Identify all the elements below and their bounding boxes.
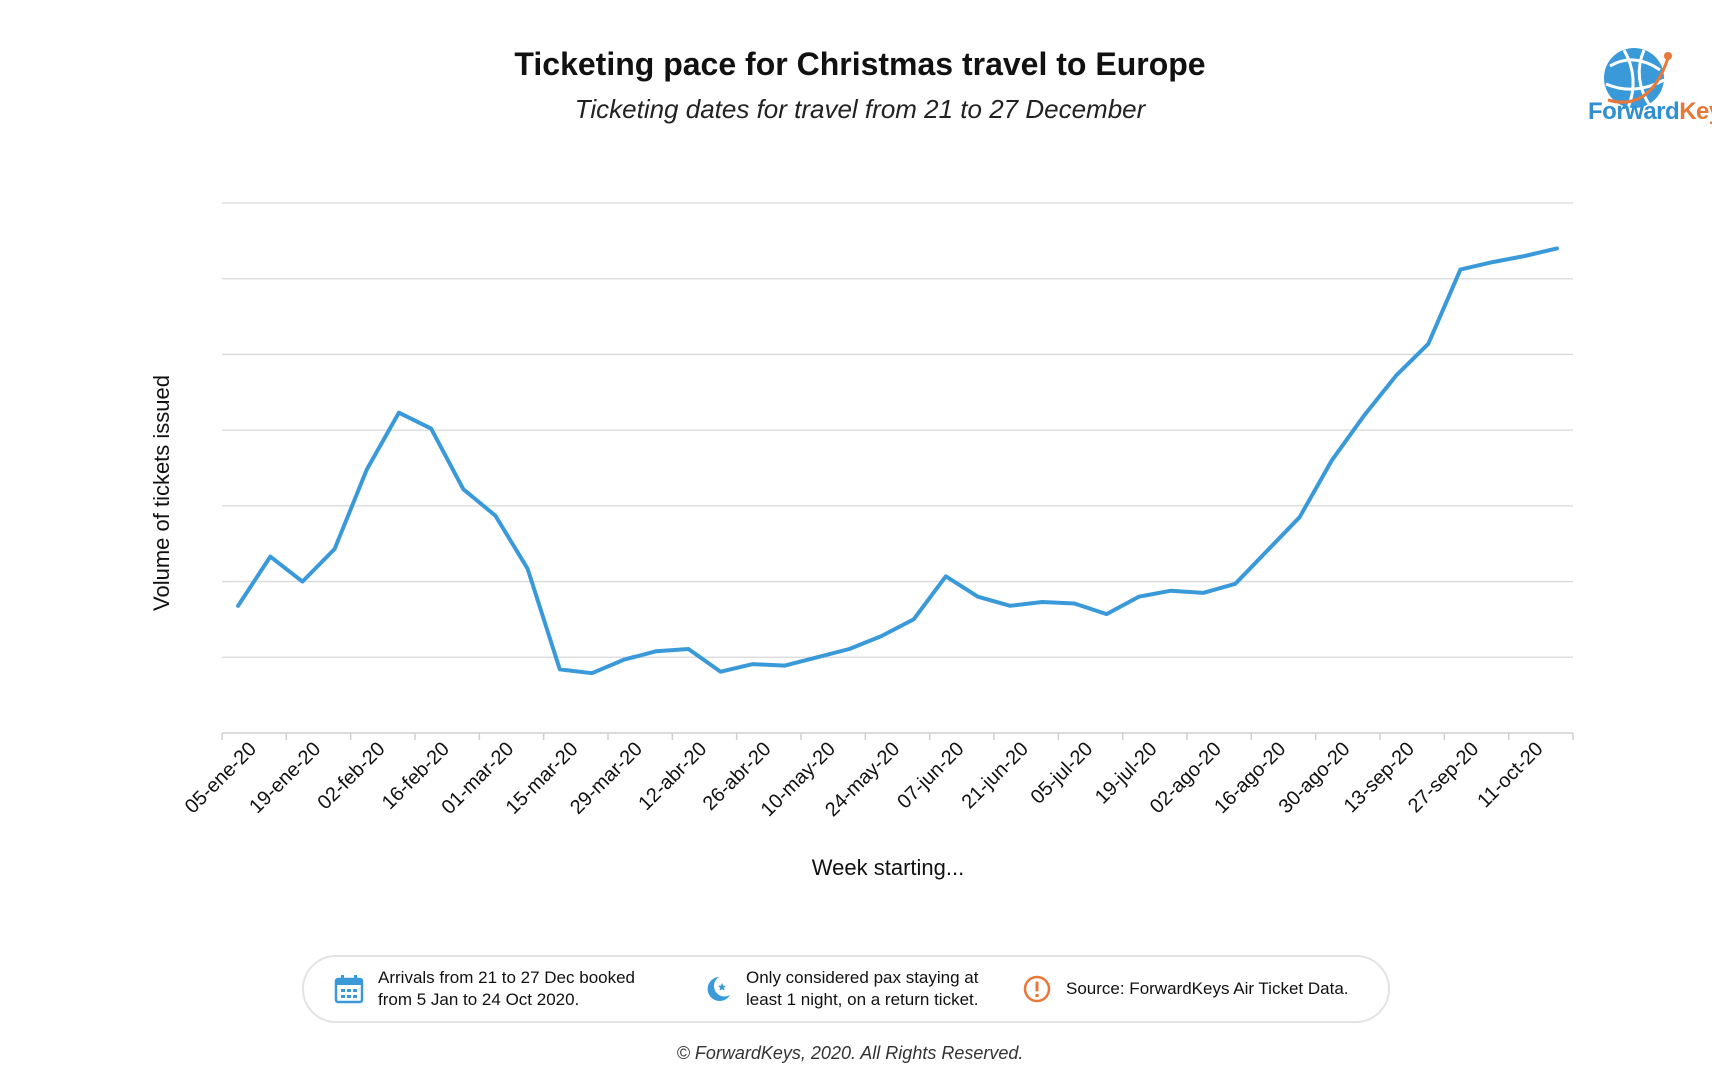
note-stay-line1: Only considered pax staying at — [746, 968, 979, 987]
alert-icon — [1023, 975, 1051, 1003]
brand-name-part1: Forward — [1588, 98, 1680, 125]
globe-logo-icon — [1604, 48, 1672, 109]
x-tick-label: 12-abr-20 — [634, 738, 711, 815]
y-axis-label: Volume of tickets issued — [149, 375, 174, 611]
note-booking-window: Arrivals from 21 to 27 Dec booked from 5… — [334, 957, 635, 1021]
chart-title: Ticketing pace for Christmas travel to E… — [514, 46, 1206, 82]
note-booking-line2: from 5 Jan to 24 Oct 2020. — [378, 990, 580, 1009]
note-stay-criteria: Only considered pax staying at least 1 n… — [702, 957, 978, 1021]
x-tick-label: 11-oct-20 — [1473, 738, 1547, 812]
x-axis-label: Week starting... — [812, 855, 964, 880]
brand-name-part2: Keys — [1679, 98, 1712, 125]
x-tick-label: 07-jun-20 — [893, 738, 968, 813]
grid-lines — [222, 202, 1573, 658]
chart-subtitle: Ticketing dates for travel from 21 to 27… — [574, 94, 1146, 124]
x-tick-labels: 05-ene-2019-ene-2002-feb-2016-feb-2001-m… — [181, 738, 1548, 821]
note-source-text: Source: ForwardKeys Air Ticket Data. — [1066, 979, 1349, 998]
brand-name: ForwardKeys — [1588, 98, 1712, 126]
copyright-footer: © ForwardKeys, 2020. All Rights Reserved… — [676, 1043, 1024, 1063]
x-tick-label: 05-jul-20 — [1027, 738, 1098, 809]
x-tick-label: 27-sep-20 — [1404, 738, 1483, 817]
note-stay-line2: least 1 night, on a return ticket. — [746, 990, 979, 1009]
series-line — [236, 246, 1559, 676]
x-tick-label: 02-feb-20 — [313, 738, 389, 814]
line-chart: 05-ene-2019-ene-2002-feb-2016-feb-2001-m… — [149, 202, 1574, 880]
note-source: Source: ForwardKeys Air Ticket Data. — [1022, 957, 1349, 1021]
x-tick-label: 21-jun-20 — [958, 738, 1033, 813]
moon-icon — [707, 977, 730, 1001]
notes-box: Arrivals from 21 to 27 Dec booked from 5… — [302, 955, 1390, 1023]
note-booking-line1: Arrivals from 21 to 27 Dec booked — [378, 968, 636, 987]
x-axis — [221, 732, 1574, 740]
calendar-icon — [334, 975, 364, 1004]
series-layer — [236, 246, 1559, 676]
